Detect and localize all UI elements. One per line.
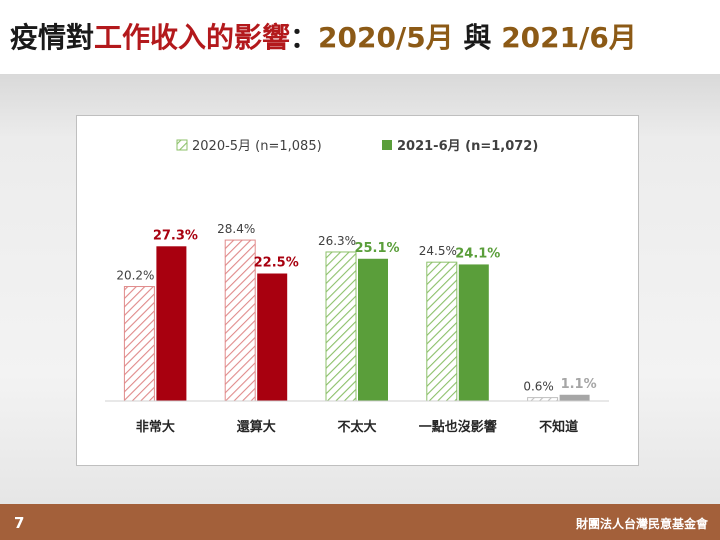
chart-legend: 2020-5月 (n=1,085) 2021-6月 (n=1,072) [176,139,538,154]
legend-swatch-2 [382,140,392,150]
chart-frame: 2020-5月 (n=1,085) 2021-6月 (n=1,072) 20.2% 2… [76,115,639,466]
title-date1: 2020/5月 [318,21,454,54]
title-part1: 疫情對 [10,21,95,54]
category-label-2: 還算大 [237,419,276,435]
bar-5-series-1 [527,397,559,402]
bar-4-series-1 [426,261,458,402]
data-label-1-series-2: 27.3% [153,228,198,243]
legend-label-2: 2021-6月 (n=1,072) [397,139,538,154]
title-colon: ： [290,21,319,54]
legend-swatch-1 [176,139,188,151]
data-label-5-series-1: 0.6% [523,380,554,394]
data-label-1-series-1: 20.2% [116,269,154,283]
bar-2-series-1 [224,239,256,402]
bar-5-series-2 [559,394,590,401]
bar-1-series-1 [123,286,155,402]
category-label-4: 一點也沒影響 [419,419,497,435]
organization-name: 財團法人台灣民意基金會 [575,517,708,531]
category-label-3: 不太大 [337,419,376,435]
title-conj: 與 [453,21,502,54]
data-label-5-series-2: 1.1% [561,377,597,392]
data-label-2-series-2: 22.5% [254,256,299,271]
data-label-3-series-1: 26.3% [318,234,356,248]
title-highlight: 工作收入的影響 [94,21,291,54]
legend-label-1: 2020-5月 (n=1,085) [192,139,322,154]
category-label-5: 不知道 [539,419,578,435]
title-bar: 疫情對工作收入的影響：2020/5月 與 2021/6月 [0,0,720,74]
page-number: 7 [14,514,25,532]
slide-title: 疫情對工作收入的影響：2020/5月 與 2021/6月 [10,16,637,56]
bar-2-series-2 [257,273,288,401]
title-date2: 2021/6月 [501,21,637,54]
bar-4-series-2 [458,264,489,401]
data-label-4-series-2: 24.1% [455,246,500,261]
data-label-3-series-2: 25.1% [354,241,399,256]
bar-3-series-1 [325,251,357,402]
category-label-1: 非常大 [136,419,175,435]
footer-bar: 7 財團法人台灣民意基金會 [0,504,720,540]
bar-1-series-2 [156,246,187,401]
bar-chart: 2020-5月 (n=1,085) 2021-6月 (n=1,072) 20.2% 2… [105,139,609,435]
data-label-2-series-1: 28.4% [217,222,255,236]
data-label-4-series-1: 24.5% [419,244,457,258]
bar-3-series-2 [358,258,388,401]
